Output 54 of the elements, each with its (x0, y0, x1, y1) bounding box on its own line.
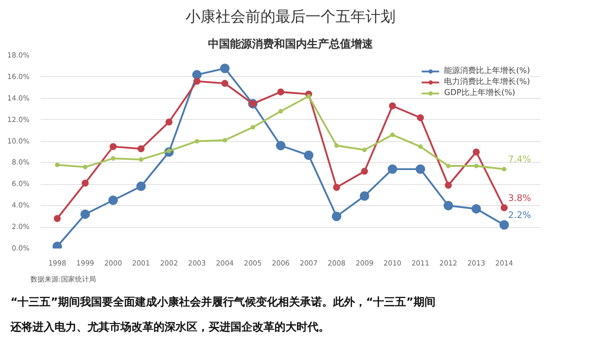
point (499, 220, 509, 230)
point (138, 145, 145, 152)
point (444, 182, 452, 189)
point (361, 168, 368, 175)
text: “十三五”期间我国要全面建成小康社会并履行气候变化相关承诺。此外，“十三五”期间还将进入电力、尤其市场改革的深水区，买进国企改革的大时代。 (10, 296, 436, 334)
point (110, 156, 116, 161)
point (332, 212, 342, 222)
point (304, 150, 314, 160)
data-label: 2.2% (508, 210, 532, 221)
point (472, 204, 482, 214)
chart-title: 小康社会前的最后一个五年计划 (186, 8, 396, 26)
point (362, 148, 367, 152)
point (82, 180, 89, 187)
point (388, 164, 398, 174)
point (388, 102, 396, 110)
data-label: 3.8% (508, 194, 532, 204)
point (108, 196, 118, 205)
point (220, 64, 230, 74)
legend-label: 电力消费比上年增长(%) (444, 76, 530, 87)
point (250, 125, 256, 130)
data-label: 7.4% (508, 155, 532, 166)
point (277, 88, 284, 96)
point (278, 109, 283, 114)
point (306, 94, 311, 98)
point (360, 191, 370, 201)
legend-label: GDP比上年增长(%) (444, 87, 516, 98)
legend-label: 能源消费比上年增长(%) (444, 65, 530, 76)
point (416, 114, 424, 122)
point (165, 118, 172, 126)
point (82, 164, 88, 170)
point (136, 182, 146, 192)
point (444, 200, 454, 210)
point (110, 143, 117, 150)
point (80, 209, 90, 219)
point (276, 140, 286, 150)
point (416, 164, 426, 174)
point (500, 204, 508, 212)
point (333, 184, 340, 191)
point (472, 148, 480, 156)
point (55, 162, 60, 168)
point (502, 166, 506, 172)
point (390, 132, 395, 138)
point (193, 78, 200, 85)
point (192, 70, 202, 80)
point (418, 144, 423, 149)
point (194, 139, 200, 144)
point (222, 138, 228, 142)
point (138, 157, 144, 162)
point (221, 80, 228, 87)
chart-subtitle: 中国能源消费和国内生产总值增速 (208, 38, 374, 50)
point (446, 164, 451, 168)
point (54, 214, 61, 222)
point (334, 143, 339, 148)
point (474, 164, 479, 168)
